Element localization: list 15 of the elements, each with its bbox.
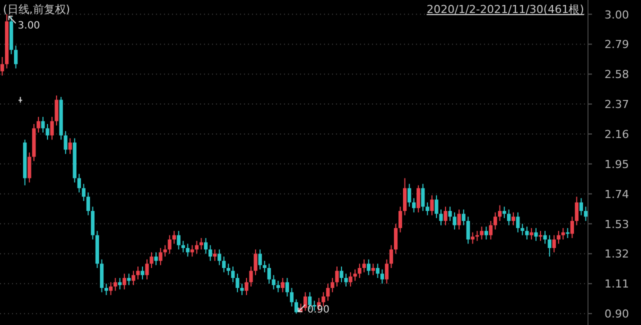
y-tick-label: 1.53	[604, 218, 629, 231]
chart-subtitle: 2020/1/2-2021/11/30(461根)	[426, 3, 584, 16]
y-tick-label: 1.11	[604, 278, 629, 291]
y-tick-label: 2.16	[604, 128, 629, 141]
y-tick-label: 3.00	[604, 8, 629, 22]
y-tick-label: 0.90	[604, 308, 629, 321]
y-tick-label: 1.95	[604, 158, 629, 171]
y-tick-label: 2.79	[604, 38, 629, 52]
y-tick-label: 1.74	[604, 188, 629, 201]
annotation: 3.00	[18, 20, 40, 32]
y-tick-label: 2.37	[604, 98, 629, 112]
annotation: 0.90	[307, 304, 330, 316]
y-tick-label: 1.32	[604, 248, 629, 261]
chart-title: (日线,前复权)	[3, 3, 70, 16]
y-tick-label: 2.58	[604, 68, 629, 82]
